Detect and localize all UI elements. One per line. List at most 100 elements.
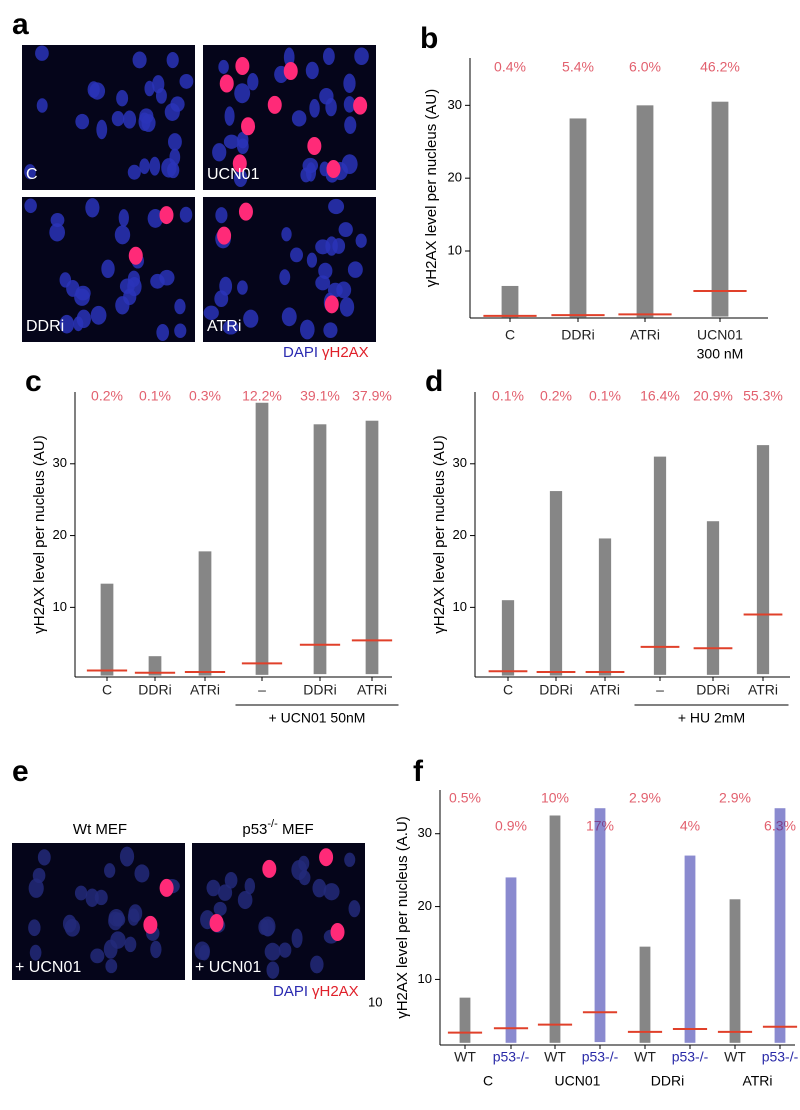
x-tick-label: C (102, 682, 112, 698)
nucleus (104, 863, 116, 878)
stained-nucleus (159, 206, 174, 225)
x-tick-label: WT (724, 1049, 746, 1065)
y-tick-label: 20 (448, 170, 462, 185)
x-tick-label: – (656, 682, 664, 698)
nucleus (336, 281, 352, 299)
nucleus (355, 233, 367, 248)
nucleus (179, 73, 194, 89)
nucleus (318, 262, 333, 280)
nucleus (322, 47, 335, 65)
nucleus (215, 207, 228, 224)
nucleus (354, 47, 369, 66)
nucleus (35, 45, 49, 61)
nucleus (168, 133, 182, 151)
nucleus (338, 222, 353, 238)
x-tick-label: DDRi (303, 682, 336, 698)
nucleus (291, 928, 303, 948)
percent-label: 0.3% (189, 388, 221, 404)
x-tick-label: p53-/- (582, 1049, 619, 1065)
nucleus (114, 225, 131, 245)
nucleus (49, 223, 65, 242)
stained-nucleus (330, 923, 345, 942)
percent-label: 0.4% (494, 59, 526, 75)
stained-nucleus (262, 859, 277, 878)
nucleus (174, 323, 187, 339)
x-tick-label: UCN01 (697, 327, 743, 343)
nucleus (28, 878, 44, 898)
stained-nucleus (143, 915, 158, 934)
x-tick-label: DDRi (561, 327, 594, 343)
dot-spread (594, 808, 606, 1043)
nucleus (139, 108, 154, 124)
nucleus (134, 864, 150, 883)
nucleus (118, 209, 129, 227)
stained-nucleus (353, 96, 368, 115)
nucleus (218, 59, 229, 74)
stained-nucleus (241, 117, 256, 136)
dot-spread (459, 997, 471, 1043)
x-tick-label: p53-/- (672, 1049, 709, 1065)
nucleus (144, 80, 155, 97)
nucleus (344, 852, 356, 867)
nucleus (156, 324, 170, 341)
nucleus (299, 319, 315, 340)
dot-spread (365, 420, 379, 675)
nucleus (64, 918, 80, 937)
y-axis-label: γH2AX level per nucleus (AU) (431, 435, 448, 633)
nucleus (87, 81, 100, 98)
stained-nucleus (159, 878, 174, 897)
dot-spread (198, 551, 212, 676)
dot-spread (639, 946, 651, 1043)
image-label: C (26, 166, 38, 183)
dot-spread (148, 656, 162, 676)
y-tick-label: 30 (53, 455, 67, 470)
nucleus (206, 879, 221, 897)
nucleus (50, 213, 65, 228)
group-label: C (483, 1073, 493, 1089)
nucleus (166, 52, 179, 69)
percent-label: 0.9% (495, 818, 527, 834)
y-tick-label: 10 (453, 599, 467, 614)
nucleus (161, 158, 177, 178)
stained-nucleus (217, 226, 232, 245)
nucleus (213, 901, 227, 916)
nucleus (315, 239, 331, 255)
nucleus (170, 96, 185, 112)
x-tick-label: ATRi (630, 327, 660, 343)
nucleus (305, 61, 319, 80)
nucleus (298, 855, 310, 871)
nucleus (128, 904, 143, 923)
title-part: p53 (242, 821, 267, 838)
nucleus (24, 164, 36, 180)
image-label: UCN01 (207, 166, 260, 183)
stained-nucleus (128, 246, 143, 265)
nucleus (315, 275, 331, 291)
nucleus (90, 305, 107, 325)
nucleus (323, 322, 338, 339)
nucleus (147, 209, 164, 228)
panel-label: e (12, 755, 29, 788)
nucleus (266, 961, 280, 979)
nucleus (85, 888, 99, 907)
nucleus (258, 919, 269, 935)
group-label: + HU 2mM (678, 710, 745, 726)
nucleus (217, 884, 233, 901)
percent-label: 0.1% (492, 388, 524, 404)
nucleus (214, 290, 229, 308)
nucleus (323, 883, 340, 901)
percent-label: 6.0% (629, 59, 661, 75)
nucleus (149, 156, 161, 176)
x-tick-label: p53-/- (762, 1049, 799, 1065)
group-label: 300 nM (697, 346, 744, 362)
nucleus (343, 73, 356, 94)
stained-nucleus (324, 295, 339, 314)
nucleus (310, 955, 324, 974)
dot-spread (774, 808, 786, 1043)
nucleus (194, 941, 210, 961)
nucleus (224, 106, 235, 126)
dot-spread (653, 456, 667, 675)
group-label: + UCN01 50nM (269, 710, 366, 726)
nucleus (237, 891, 253, 910)
dot-spread (706, 521, 720, 675)
panel-label: b (420, 22, 438, 55)
